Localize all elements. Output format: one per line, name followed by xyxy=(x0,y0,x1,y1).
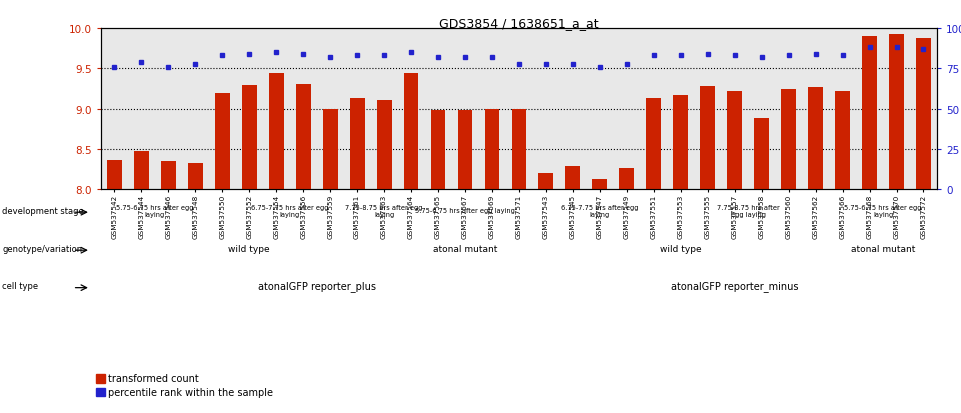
Bar xyxy=(916,38,931,190)
Bar xyxy=(889,36,904,190)
Bar xyxy=(404,74,418,190)
Text: 6.75-7.75 hrs after egg
laying: 6.75-7.75 hrs after egg laying xyxy=(251,204,329,217)
Bar xyxy=(377,101,391,190)
Text: development stage: development stage xyxy=(2,206,84,215)
Bar xyxy=(296,85,310,190)
Bar xyxy=(538,174,554,190)
Text: cell type: cell type xyxy=(2,282,38,290)
Text: 6.75-7.75 hrs after egg
laying: 6.75-7.75 hrs after egg laying xyxy=(561,204,639,217)
Bar xyxy=(647,99,661,190)
Bar xyxy=(457,111,473,190)
Bar xyxy=(484,109,500,190)
Bar xyxy=(242,86,257,190)
Text: genotype/variation: genotype/variation xyxy=(2,244,82,253)
Text: atonal mutant: atonal mutant xyxy=(850,244,915,253)
Text: transformed count: transformed count xyxy=(108,373,199,383)
Bar xyxy=(269,74,283,190)
Text: 5.75-6.75 hrs after egg
laying: 5.75-6.75 hrs after egg laying xyxy=(116,204,193,217)
Bar xyxy=(323,109,337,190)
Bar xyxy=(96,374,105,383)
Bar xyxy=(862,37,877,190)
Bar xyxy=(592,180,607,190)
Bar xyxy=(620,169,634,190)
Bar xyxy=(674,96,688,190)
Bar xyxy=(350,99,364,190)
Bar xyxy=(835,92,850,190)
Bar xyxy=(160,162,176,190)
Text: GDS3854 / 1638651_a_at: GDS3854 / 1638651_a_at xyxy=(439,17,599,29)
Text: 7.75-8.75 hrs after
egg laying: 7.75-8.75 hrs after egg laying xyxy=(717,204,779,217)
Bar xyxy=(215,93,230,190)
Bar xyxy=(701,87,715,190)
Text: 5.75-6.75 hrs after egg
laying: 5.75-6.75 hrs after egg laying xyxy=(845,204,922,217)
Text: wild type: wild type xyxy=(660,244,702,253)
Bar xyxy=(107,160,122,190)
Bar xyxy=(781,90,796,190)
Text: 7.75-8.75 hrs after egg
laying: 7.75-8.75 hrs after egg laying xyxy=(345,204,423,217)
Bar xyxy=(134,151,149,190)
Bar xyxy=(754,119,769,190)
Bar xyxy=(511,109,527,190)
Bar xyxy=(727,92,742,190)
Bar xyxy=(565,166,580,190)
Bar xyxy=(808,88,823,190)
Bar xyxy=(188,164,203,190)
Text: percentile rank within the sample: percentile rank within the sample xyxy=(108,387,273,397)
Bar xyxy=(96,387,105,396)
Text: atonal mutant: atonal mutant xyxy=(432,244,497,253)
Text: wild type: wild type xyxy=(229,244,270,253)
Text: atonalGFP reporter_minus: atonalGFP reporter_minus xyxy=(671,280,799,292)
Text: atonalGFP reporter_plus: atonalGFP reporter_plus xyxy=(258,280,376,292)
Text: 5.75-6.75 hrs after egg laying: 5.75-6.75 hrs after egg laying xyxy=(415,208,515,214)
Bar xyxy=(431,110,446,190)
